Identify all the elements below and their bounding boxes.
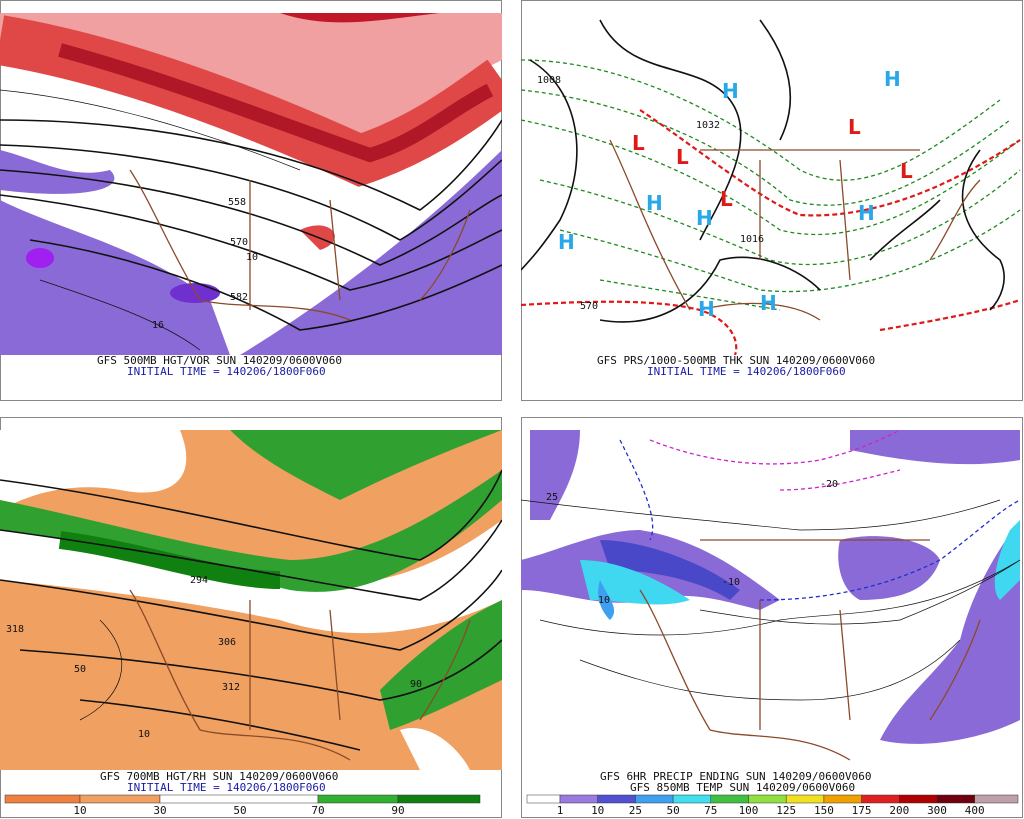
caption: GFS PRS/1000-500MB THK SUN 140209/0600V0… <box>597 354 875 367</box>
high-center: H <box>646 191 663 215</box>
panel-frame <box>521 417 1023 818</box>
scale-swatch <box>785 794 825 804</box>
panel-frame <box>521 0 1023 401</box>
initial-time: INITIAL TIME = 140206/1800F060 <box>127 365 326 378</box>
contour-label: 10 <box>246 252 258 263</box>
scale-swatch <box>672 794 712 804</box>
scale-label: 300 <box>927 804 947 817</box>
high-center: H <box>858 201 875 225</box>
scale-swatch <box>597 794 636 804</box>
caption: GFS 700MB HGT/RH SUN 140209/0600V060 <box>100 770 338 783</box>
scale-swatch <box>823 794 862 804</box>
caption: GFS 850MB TEMP SUN 140209/0600V060 <box>630 781 855 794</box>
scale-swatch <box>899 794 938 804</box>
contour-label: 318 <box>6 624 24 635</box>
initial-time: INITIAL TIME = 140206/1800F060 <box>127 781 326 794</box>
scale-label: 10 <box>591 804 604 817</box>
scale-swatch <box>861 794 900 804</box>
scale-swatch <box>748 794 787 804</box>
contour-label: 1016 <box>740 234 764 245</box>
scale-label: 10 <box>73 804 86 817</box>
scale-label: 175 <box>852 804 872 817</box>
scale-swatch <box>710 794 749 804</box>
initial-time: INITIAL TIME = 140206/1800F060 <box>647 365 846 378</box>
contour-label: 558 <box>228 197 246 208</box>
scale-swatch <box>526 794 561 804</box>
contour-label: 570 <box>230 237 248 248</box>
map-precip: -20 -10 10 25 GFS 6HR PRECIP ENDING SUN … <box>521 430 1021 794</box>
contour-label: 294 <box>190 575 208 586</box>
contour-label: 10 <box>598 595 610 606</box>
contour-label: 10 <box>138 729 150 740</box>
scale-swatch <box>635 794 674 804</box>
low-center: L <box>676 145 689 169</box>
scale-label: 25 <box>629 804 642 817</box>
high-center: H <box>558 230 575 254</box>
scale-swatch <box>559 794 598 804</box>
map-500mb: 558 570 582 10 16 GFS 500MB HGT/VOR SUN … <box>0 13 502 378</box>
contour-label: -10 <box>722 577 740 588</box>
high-center: H <box>698 297 715 321</box>
contour-label: 570 <box>580 301 598 312</box>
rh-colorbar <box>4 794 481 804</box>
contour-label: 1008 <box>537 75 561 86</box>
low-center: L <box>632 131 645 155</box>
high-center: H <box>760 291 777 315</box>
scale-label: 30 <box>153 804 166 817</box>
scale-label: 125 <box>776 804 796 817</box>
scale-label: 75 <box>704 804 717 817</box>
contour-label: 312 <box>222 682 240 693</box>
low-center: L <box>900 159 913 183</box>
contour-label: 25 <box>546 492 558 503</box>
scale-label: 200 <box>889 804 909 817</box>
low-center: L <box>720 187 733 211</box>
low-center: L <box>848 115 861 139</box>
scale-label: 1 <box>557 804 564 817</box>
caption: GFS 6HR PRECIP ENDING SUN 140209/0600V06… <box>600 770 872 783</box>
contour-label: 306 <box>218 637 236 648</box>
contour-label: -20 <box>820 479 838 490</box>
contour-label: 582 <box>230 292 248 303</box>
scale-swatch <box>974 794 1019 804</box>
caption: GFS 500MB HGT/VOR SUN 140209/0600V060 <box>97 354 342 367</box>
high-center: H <box>722 79 739 103</box>
scale-label: 100 <box>739 804 759 817</box>
scale-label: 400 <box>965 804 985 817</box>
contour-label: 1032 <box>696 120 720 131</box>
scale-label: 70 <box>311 804 324 817</box>
contour-label: 90 <box>410 679 422 690</box>
scale-label: 50 <box>233 804 246 817</box>
scale-label: 150 <box>814 804 834 817</box>
map-pressure-thickness: H H H H H H H H L L L L L 1008 1016 570 … <box>521 19 1021 378</box>
contour-label: 16 <box>152 320 164 331</box>
contour-label: 50 <box>74 664 86 675</box>
high-center: H <box>884 67 901 91</box>
high-center: H <box>696 206 713 230</box>
scale-label: 50 <box>666 804 679 817</box>
map-700mb: 318 312 306 294 90 50 10 GFS 700MB HGT/R… <box>0 430 502 804</box>
scale-swatch <box>936 794 975 804</box>
scale-label: 90 <box>391 804 404 817</box>
